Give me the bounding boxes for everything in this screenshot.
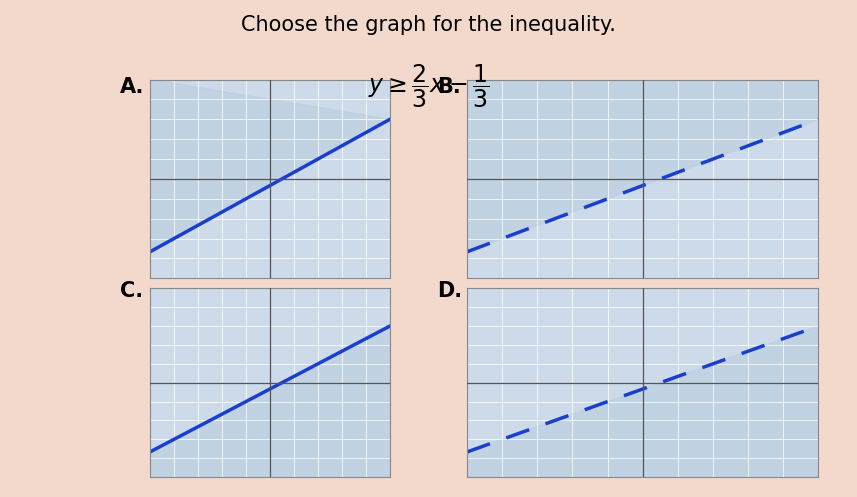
- Text: Choose the graph for the inequality.: Choose the graph for the inequality.: [241, 15, 616, 35]
- Text: $y \geq \dfrac{2}{3}x - \dfrac{1}{3}$: $y \geq \dfrac{2}{3}x - \dfrac{1}{3}$: [368, 62, 489, 109]
- Text: C.: C.: [120, 281, 143, 301]
- Polygon shape: [150, 80, 390, 252]
- Text: B.: B.: [437, 77, 461, 97]
- Polygon shape: [467, 80, 818, 252]
- Text: D.: D.: [437, 281, 462, 301]
- Polygon shape: [467, 326, 818, 477]
- Polygon shape: [150, 326, 390, 477]
- Text: A.: A.: [120, 77, 144, 97]
